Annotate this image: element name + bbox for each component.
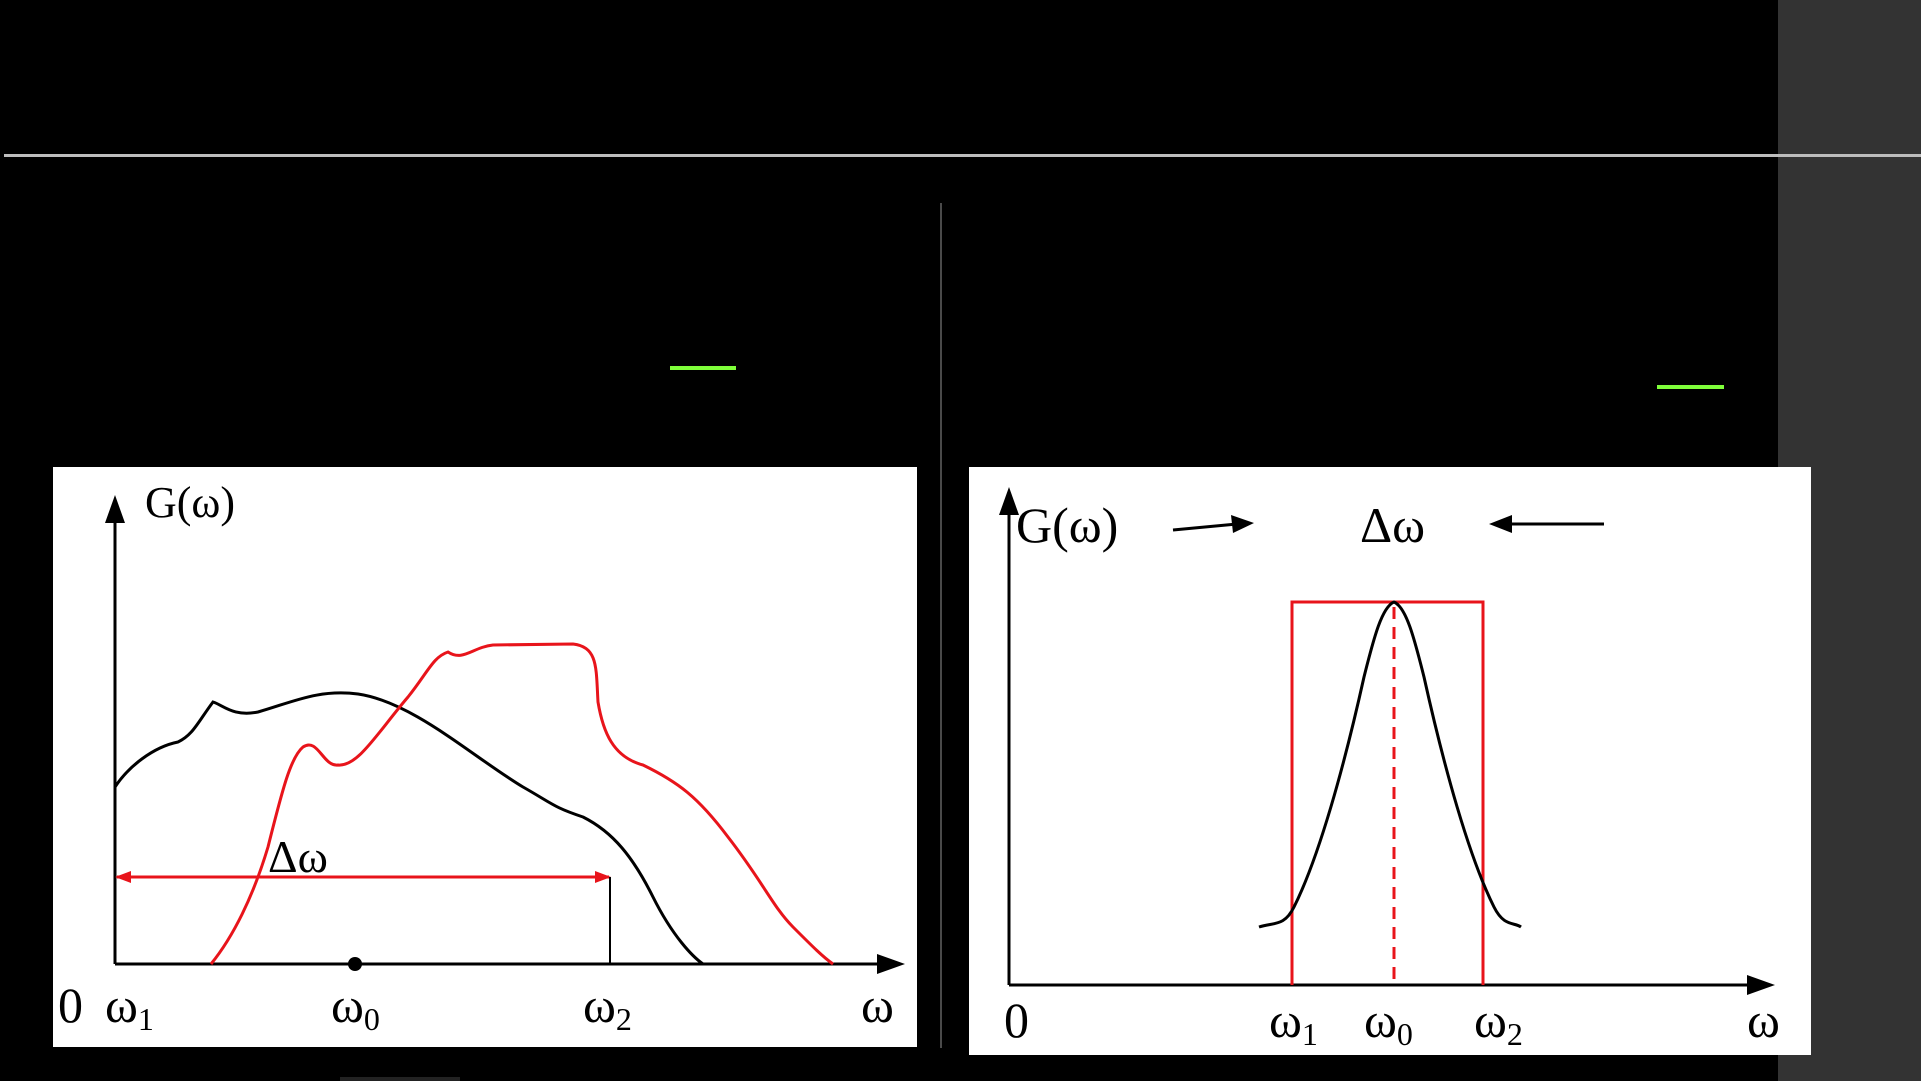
- x-axis-arrow-icon: [1747, 975, 1775, 995]
- w1-label: ω1: [105, 977, 154, 1037]
- bandwidth-label: Δω: [268, 831, 328, 882]
- bell-curve: [1258, 600, 1522, 929]
- red-spectrum-curve: [209, 642, 834, 966]
- w1-label: ω1: [1269, 992, 1318, 1052]
- title-divider: [4, 154, 1921, 157]
- w0-label: ω0: [1364, 992, 1413, 1052]
- bandwidth-label: Δω: [1360, 497, 1425, 553]
- ideal-bandpass-rectangle: [1290, 600, 1485, 985]
- y-axis-label: G(ω): [145, 478, 235, 527]
- x-axis-arrow-icon: [877, 954, 905, 974]
- y-axis-label: G(ω): [1016, 497, 1118, 553]
- origin-label: 0: [58, 977, 83, 1033]
- bottom-mark: [340, 1077, 460, 1081]
- green-underline-right: [1657, 385, 1724, 389]
- w0-dot: [348, 957, 362, 971]
- right-spectrum-diagram: G(ω) Δω 0 ω1 ω0 ω2 ω: [969, 467, 1811, 1055]
- x-axis-label: ω: [1747, 992, 1780, 1048]
- green-underline-left: [670, 366, 736, 370]
- left-spectrum-diagram: G(ω) Δω 0 ω1 ω0 ω2 ω: [53, 467, 917, 1047]
- arrow-right-icon: [1231, 515, 1254, 533]
- black-spectrum-curve: [113, 691, 733, 966]
- y-axis-arrow-icon: [999, 487, 1019, 515]
- w2-label: ω2: [583, 977, 632, 1037]
- x-axis-label: ω: [861, 977, 894, 1033]
- right-diagram-svg: G(ω) Δω 0 ω1 ω0 ω2 ω: [999, 487, 1780, 1052]
- right-pointing-arrow: [1172, 522, 1238, 532]
- left-diagram-svg: G(ω) Δω 0 ω1 ω0 ω2 ω: [58, 478, 905, 1037]
- origin-label: 0: [1004, 992, 1029, 1048]
- w0-label: ω0: [331, 977, 380, 1037]
- arrow-left-icon: [1489, 515, 1512, 533]
- y-axis-arrow-icon: [105, 495, 125, 523]
- column-divider: [940, 203, 942, 1048]
- w2-label: ω2: [1474, 992, 1523, 1052]
